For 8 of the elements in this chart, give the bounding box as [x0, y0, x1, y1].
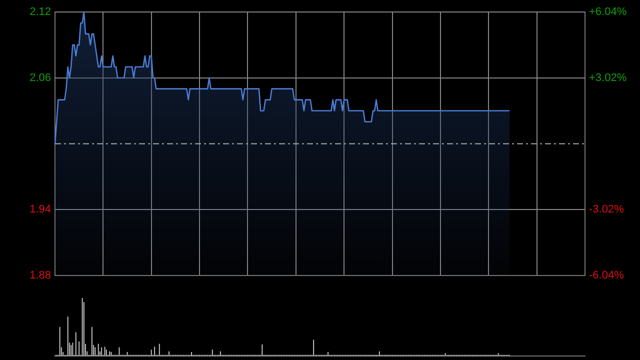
y2-tick-label: +6.04%: [589, 6, 627, 18]
y-tick-label: 2.12: [30, 6, 51, 18]
y-tick-label: 2.06: [30, 72, 51, 84]
y-tick-label: 1.88: [30, 269, 51, 282]
y-tick-label: 1.94: [30, 204, 51, 216]
y2-tick-label: +3.02%: [589, 72, 627, 84]
y2-tick-label: -3.02%: [589, 204, 624, 216]
y2-tick-label: -6.04%: [589, 269, 624, 282]
